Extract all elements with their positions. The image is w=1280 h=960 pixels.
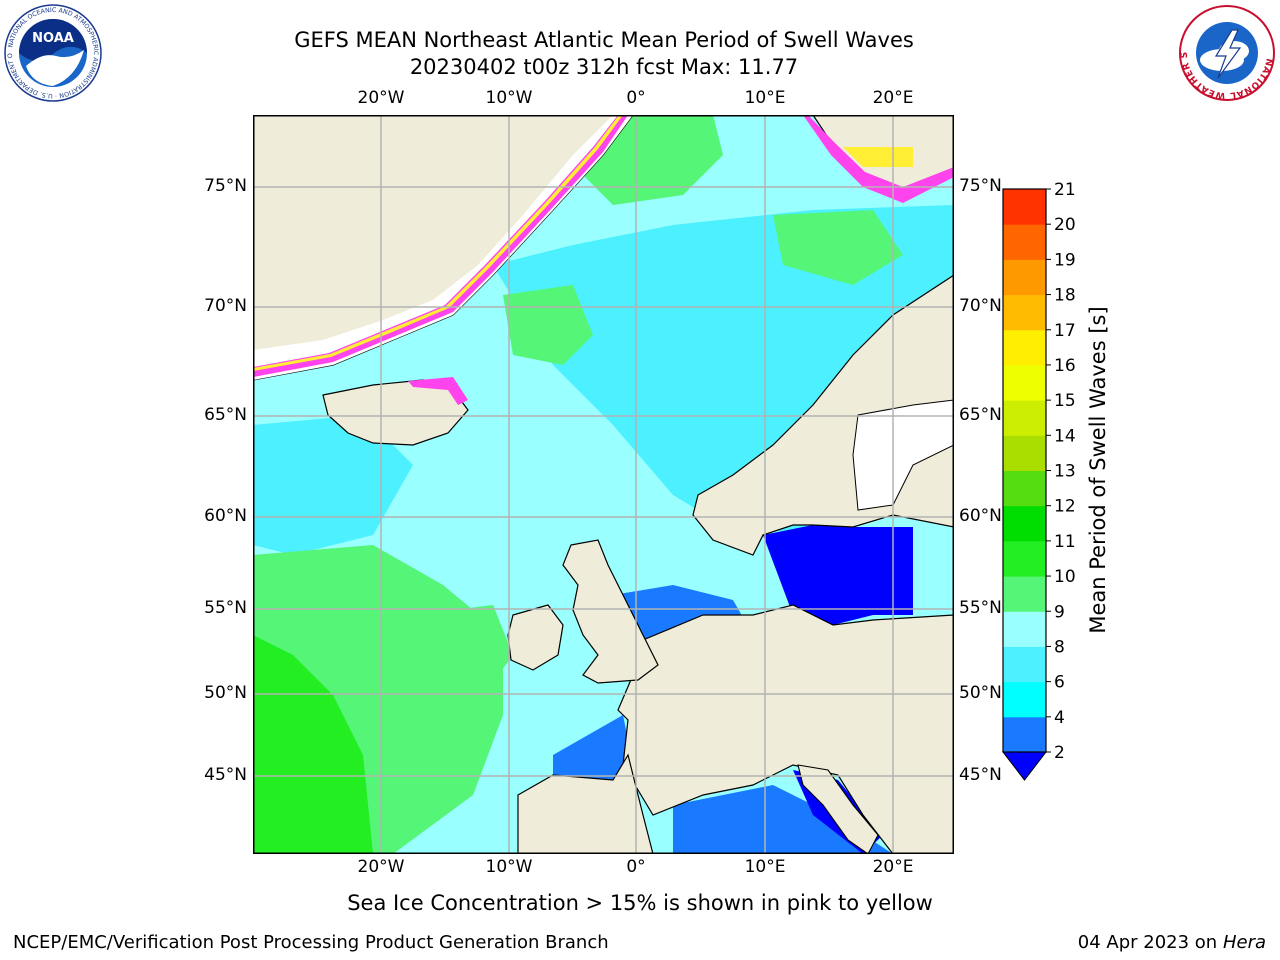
nws-logo: NATIONAL WEATHER SERVICE	[1178, 4, 1275, 101]
colorbar-under-triangle	[1001, 751, 1048, 781]
colorbar-tick-label: 18	[1054, 286, 1076, 306]
ocean-green-patch	[773, 210, 903, 285]
italy-land	[797, 764, 879, 854]
lat-label-right-75n: 75°N	[959, 176, 1002, 196]
colorbar-tick-label: 14	[1054, 426, 1076, 446]
colorbar-tick-label: 2	[1054, 743, 1065, 763]
colorbar-segment	[1003, 400, 1046, 436]
lon-label-bottom-0: 0°	[626, 857, 646, 877]
svalbard-sea-ice	[803, 115, 954, 203]
ocean-deep-blue-baltic	[763, 525, 913, 625]
colorbar-tick-label: 11	[1054, 532, 1076, 552]
lat-label-right-65n: 65°N	[959, 405, 1002, 425]
great-britain-land	[562, 539, 659, 684]
colorbar-tick-label: 12	[1054, 497, 1076, 517]
lat-label-right-50n: 50°N	[959, 683, 1002, 703]
noaa-logo-text: NOAA	[32, 31, 74, 46]
colorbar-tick-label: 17	[1054, 321, 1076, 341]
lon-label-bottom-20w: 20°W	[357, 857, 405, 877]
lon-label-bottom-10w: 10°W	[485, 857, 533, 877]
colorbar-segment	[1003, 470, 1046, 507]
svalbard-sea-ice-yellow	[843, 147, 913, 167]
ocean-bright-green-patch	[253, 635, 373, 854]
lat-label-left-70n: 70°N	[204, 296, 247, 316]
colorbar-segment	[1003, 294, 1046, 331]
lat-label-left-75n: 75°N	[204, 176, 247, 196]
sea-ice-note: Sea Ice Concentration > 15% is shown in …	[347, 891, 933, 915]
colorbar-tick-label: 19	[1054, 250, 1076, 270]
colorbar-tick-label: 10	[1054, 567, 1076, 587]
colorbar-segment	[1003, 259, 1046, 296]
ocean-cyan-west	[253, 415, 413, 555]
chart-subtitle: 20230402 t00z 312h fcst Max: 11.77	[409, 55, 799, 79]
lat-label-right-70n: 70°N	[959, 296, 1002, 316]
ocean-green-patch	[583, 115, 723, 205]
colorbar-tick-label: 13	[1054, 462, 1076, 482]
lon-label-top-0: 0°	[626, 88, 646, 108]
lat-label-left-50n: 50°N	[204, 683, 247, 703]
noaa-logo: NATIONAL OCEANIC AND ATMOSPHERIC ADMINIS…	[4, 4, 102, 102]
ocean-blue-med	[673, 785, 893, 854]
lon-label-bottom-20e: 20°E	[872, 857, 914, 877]
colorbar-tick-label: 16	[1054, 356, 1076, 376]
ocean-green-patch	[413, 605, 513, 695]
footer-branch: NCEP/EMC/Verification Post Processing Pr…	[13, 932, 609, 953]
colorbar-segment	[1003, 224, 1046, 260]
colorbar-label: Mean Period of Swell Waves [s]	[1086, 306, 1110, 634]
colorbar-segment	[1003, 540, 1046, 577]
graticule	[253, 115, 954, 854]
lat-label-right-55n: 55°N	[959, 598, 1002, 618]
colorbar-tick-label: 20	[1054, 215, 1076, 235]
lon-label-bottom-10e: 10°E	[744, 857, 786, 877]
colorbar-segment	[1003, 646, 1046, 683]
lat-label-left-60n: 60°N	[204, 506, 247, 526]
colorbar-segment	[1003, 611, 1046, 647]
colorbar-tick-label: 21	[1054, 180, 1076, 200]
footer-date: 04 Apr 2023 on Hera	[1078, 932, 1266, 953]
ocean-green-patch	[503, 285, 593, 365]
colorbar-tick-label: 4	[1054, 708, 1065, 728]
lon-label-top-20w: 20°W	[357, 88, 405, 108]
colorbar-tick-label: 9	[1054, 602, 1065, 622]
colorbar-segment	[1003, 189, 1046, 225]
iceland-land	[322, 379, 469, 446]
colorbar-tick-label: 6	[1054, 673, 1065, 693]
colorbar-segment	[1003, 716, 1046, 753]
iceland-sea-ice	[408, 377, 468, 405]
colorbar-tick-label: 8	[1054, 637, 1065, 657]
colorbar: 2 4 6 8 9 10 11 12 13 14 15 16 17 18 19 20 21	[1001, 180, 1076, 781]
lon-label-top-20e: 20°E	[872, 88, 914, 108]
footer-machine: Hera	[1222, 932, 1266, 953]
lat-label-left-65n: 65°N	[204, 405, 247, 425]
colorbar-segment	[1003, 329, 1046, 366]
lon-label-top-10w: 10°W	[485, 88, 533, 108]
colorbar-segment	[1003, 435, 1046, 471]
colorbar-segment	[1003, 681, 1046, 718]
lat-label-left-45n: 45°N	[204, 765, 247, 785]
lat-label-left-55n: 55°N	[204, 598, 247, 618]
colorbar-segment	[1003, 576, 1046, 612]
chart-title: GEFS MEAN Northeast Atlantic Mean Period…	[294, 28, 914, 52]
swell-period-map	[253, 115, 954, 854]
bothnia-ice	[852, 399, 954, 511]
lat-label-right-45n: 45°N	[959, 765, 1002, 785]
greenland-ice-white	[253, 115, 633, 380]
colorbar-tick-label: 15	[1054, 391, 1076, 411]
lon-label-top-10e: 10°E	[744, 88, 786, 108]
colorbar-segment	[1003, 364, 1046, 401]
footer-date-text: 04 Apr 2023 on	[1077, 932, 1218, 953]
lat-label-right-60n: 60°N	[959, 506, 1002, 526]
colorbar-segment	[1003, 505, 1046, 542]
